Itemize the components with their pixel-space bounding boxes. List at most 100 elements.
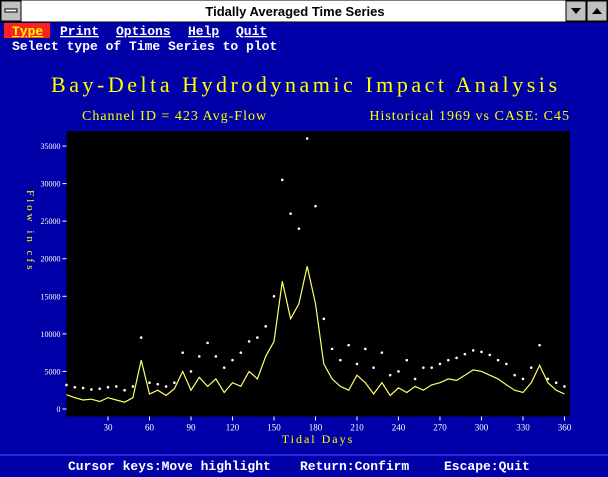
data-point (397, 370, 400, 373)
x-tick-label: 180 (309, 423, 323, 433)
data-point (123, 388, 126, 392)
data-point (380, 351, 384, 354)
data-point (197, 355, 201, 358)
menu-item[interactable]: Options (116, 24, 171, 39)
data-point (372, 366, 375, 369)
data-point (65, 383, 68, 387)
data-point (339, 358, 342, 362)
data-point (114, 385, 118, 388)
x-tick-label: 240 (392, 423, 406, 433)
data-point (289, 212, 292, 215)
prompt: Select type of Time Series to plot (12, 39, 277, 54)
y-tick-label: 10000 (41, 330, 61, 339)
data-point (405, 358, 409, 362)
data-point (438, 362, 442, 366)
x-tick-label: 330 (516, 423, 530, 433)
y-tick-label: 15000 (41, 292, 61, 301)
y-tick-label: 0 (57, 405, 61, 414)
data-point (347, 343, 350, 347)
data-point (73, 385, 77, 389)
y-axis-label: Flow in cfs (24, 190, 36, 273)
data-point (546, 377, 550, 381)
data-point (181, 351, 184, 354)
data-point (264, 325, 267, 328)
data-point (305, 137, 309, 140)
data-point (513, 373, 516, 377)
data-point (189, 370, 193, 373)
minimize-icon (571, 8, 581, 14)
data-point (554, 381, 558, 384)
data-point (488, 353, 492, 357)
system-menu-icon (4, 8, 18, 13)
menu-item[interactable]: Quit (236, 24, 267, 39)
data-point (563, 385, 566, 388)
x-tick-label: 270 (433, 423, 447, 433)
data-point (272, 294, 276, 298)
data-point (239, 351, 243, 354)
x-tick-label: 60 (145, 423, 155, 433)
status-text: Return:Confirm (300, 459, 409, 474)
data-point (496, 358, 500, 362)
data-point (173, 381, 176, 384)
menu-highlight (4, 23, 50, 38)
data-point (247, 340, 251, 343)
y-tick-label: 25000 (41, 217, 61, 226)
data-point (314, 204, 317, 208)
data-point (330, 347, 334, 351)
data-line (66, 266, 565, 403)
data-point (280, 178, 284, 182)
title-bar (0, 0, 608, 23)
data-point (413, 377, 417, 381)
data-point (81, 386, 85, 390)
data-point (256, 336, 259, 339)
data-point (538, 343, 541, 347)
data-point (529, 366, 533, 369)
x-tick-label: 360 (558, 423, 572, 433)
status-text: Cursor keys:Move highlight (68, 459, 271, 474)
data-point (363, 347, 367, 351)
y-tick-label: 5000 (45, 367, 61, 376)
x-axis-label: Tidal Days (282, 432, 355, 446)
data-point (322, 317, 326, 321)
menu-item[interactable]: Type (12, 24, 43, 39)
data-point (90, 388, 93, 391)
chart-title: Bay-Delta Hydrodynamic Impact Analysis (51, 72, 561, 97)
x-tick-label: 120 (226, 423, 240, 433)
chart-subtitle: Channel ID = 423 Avg-Flow (82, 109, 267, 124)
data-point (131, 385, 135, 388)
data-point (388, 373, 392, 377)
x-tick-label: 210 (350, 423, 364, 433)
data-point (98, 387, 101, 391)
menu-item[interactable]: Print (60, 24, 99, 39)
menu-item[interactable]: Help (188, 24, 219, 39)
plot-area (66, 131, 570, 417)
maximize-icon (592, 8, 602, 14)
y-tick-label: 30000 (41, 180, 61, 189)
data-point (297, 227, 301, 230)
x-tick-label: 30 (103, 423, 113, 433)
data-point (156, 382, 160, 386)
data-point (446, 358, 450, 362)
data-point (222, 366, 226, 369)
data-point (463, 352, 467, 356)
data-point (521, 377, 525, 381)
y-tick-label: 20000 (41, 255, 61, 264)
data-point (206, 341, 209, 345)
data-point (471, 349, 475, 352)
data-point (430, 366, 433, 369)
data-point (139, 336, 143, 339)
data-point (355, 362, 359, 366)
status-text: Escape:Quit (444, 459, 530, 474)
x-tick-label: 90 (186, 423, 196, 433)
y-tick-label: 35000 (41, 142, 61, 151)
data-point (148, 381, 151, 384)
data-point (505, 362, 508, 366)
data-point (480, 350, 483, 354)
data-point (106, 385, 110, 389)
x-tick-label: 300 (475, 423, 489, 433)
data-point (164, 385, 168, 388)
data-point (422, 366, 425, 369)
x-tick-label: 150 (267, 423, 281, 433)
chart-subtitle: Historical 1969 vs CASE: C45 (369, 109, 570, 124)
